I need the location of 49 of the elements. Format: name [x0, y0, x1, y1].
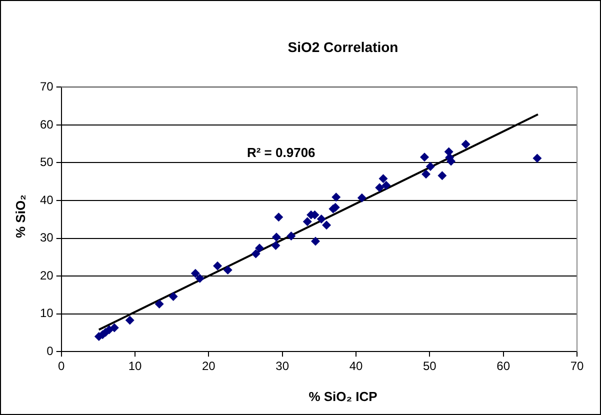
- point: [421, 170, 430, 179]
- x-tick-label: 40: [349, 359, 363, 374]
- point: [322, 220, 332, 230]
- point: [438, 171, 447, 180]
- y-tick-label: 60: [40, 117, 54, 132]
- point: [420, 152, 430, 162]
- x-axis-title: % SiO₂ ICP: [308, 389, 378, 404]
- chart-title: SiO2 Correlation: [286, 39, 400, 55]
- y-tick-label: 20: [40, 268, 54, 282]
- point: [382, 180, 391, 190]
- point: [310, 236, 320, 246]
- y-tick-label: 70: [40, 80, 54, 94]
- x-tick-label: 20: [202, 359, 216, 374]
- point: [302, 217, 312, 226]
- point: [375, 183, 384, 192]
- point: [223, 266, 232, 275]
- point: [357, 193, 366, 202]
- x-tick-label: 60: [496, 359, 510, 374]
- point: [271, 240, 280, 250]
- point: [125, 316, 134, 325]
- y-tick-label: 30: [40, 230, 54, 245]
- point: [190, 268, 200, 278]
- point: [316, 214, 326, 224]
- point: [461, 140, 470, 149]
- point: [272, 232, 281, 242]
- x-tick-label: 30: [276, 359, 290, 374]
- x-tick-label: 70: [570, 359, 584, 374]
- annotation: R² = 0.9706: [246, 144, 316, 160]
- y-tick-label: 0: [46, 344, 54, 358]
- point: [286, 232, 296, 241]
- point: [251, 249, 260, 258]
- point: [213, 261, 222, 270]
- point: [532, 154, 542, 163]
- y-tick-label: 50: [40, 155, 54, 170]
- point: [274, 212, 284, 222]
- point: [426, 162, 435, 172]
- point: [154, 300, 164, 309]
- point: [168, 292, 178, 301]
- point: [255, 244, 264, 253]
- point: [332, 192, 341, 202]
- x-tick-label: 10: [128, 359, 142, 374]
- point: [378, 174, 388, 184]
- x-tick-label: 50: [422, 359, 437, 374]
- point: [110, 323, 119, 332]
- y-tick-label: 40: [40, 192, 54, 207]
- point: [195, 274, 204, 283]
- y-axis-title: % SiO₂: [13, 193, 28, 240]
- y-tick-label: 10: [40, 306, 54, 320]
- x-tick-label: 0: [58, 359, 66, 374]
